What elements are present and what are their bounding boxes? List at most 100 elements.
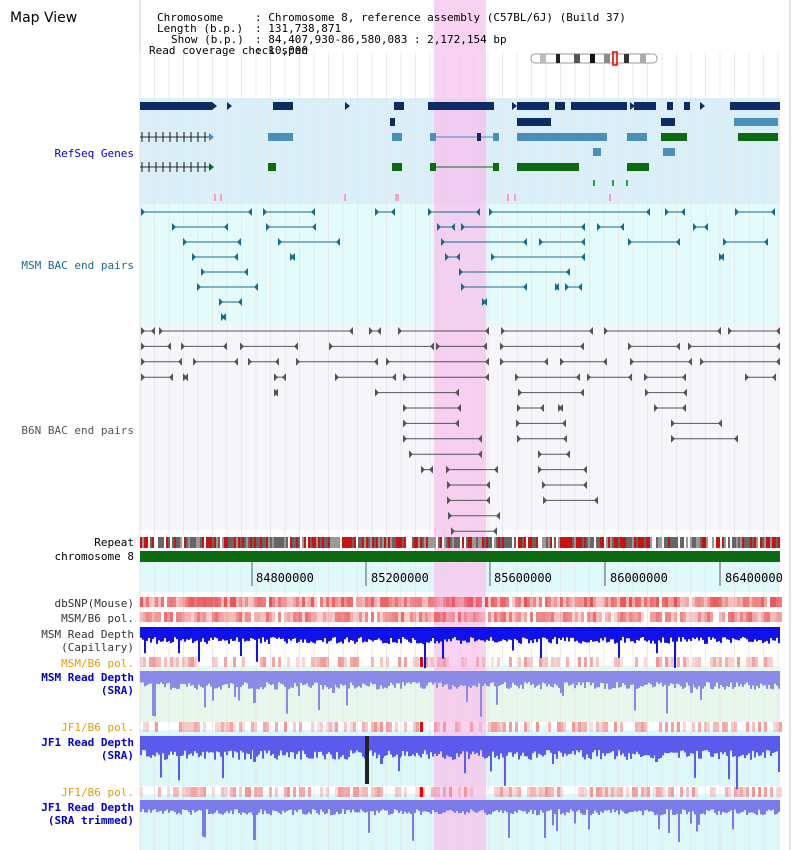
depth-bar (200, 800, 202, 811)
refseq-gene-features[interactable] (140, 102, 780, 201)
bac-end (681, 208, 685, 216)
depth-bar (522, 800, 524, 812)
depth-bar (398, 800, 400, 813)
depth-bar (514, 671, 516, 685)
depth-bar (536, 800, 538, 816)
repeat-element (710, 537, 712, 548)
snp-cell (476, 657, 479, 667)
gene-block (684, 102, 690, 110)
snp-cell (632, 787, 635, 797)
depth-bar (192, 800, 194, 811)
depth-bar (170, 736, 172, 752)
snp-cell (200, 612, 203, 622)
bac-end (151, 327, 155, 335)
snp-cell (353, 657, 356, 667)
depth-bar (256, 736, 258, 757)
depth-bar (720, 736, 722, 753)
snp-cell (608, 787, 611, 797)
b6n-bac-features[interactable] (141, 327, 780, 536)
depth-bar (464, 736, 466, 774)
track-label-refseq[interactable]: RefSeq Genes (54, 147, 134, 160)
repeat-element (436, 537, 438, 548)
depth-bar (668, 736, 670, 754)
track-label-msm-bac[interactable]: MSM BAC end pairs (21, 259, 134, 272)
depth-bar (660, 736, 662, 758)
bac-end (311, 208, 315, 216)
snp-cell (188, 612, 191, 622)
gene-block (392, 133, 402, 141)
depth-bar (154, 671, 156, 717)
snp-cell (713, 722, 716, 732)
bac-end (456, 253, 460, 261)
depth-bar (640, 736, 642, 757)
snp-cell (155, 612, 158, 622)
snp-cell (668, 612, 671, 622)
depth-bar (506, 627, 508, 642)
depth-bar (718, 627, 720, 641)
snp-cell (485, 597, 488, 607)
repeat-element (676, 537, 678, 548)
snp-cell (260, 612, 263, 622)
snp-cell (638, 722, 641, 732)
snp-cell (260, 597, 263, 607)
repeat-element (658, 537, 660, 548)
depth-bar (160, 800, 162, 811)
depth-bar (200, 627, 202, 642)
depth-bar (374, 627, 376, 640)
depth-bar (380, 627, 382, 641)
snp-cell (281, 597, 284, 607)
depth-bar (470, 736, 472, 755)
chromosome-ideogram[interactable] (530, 51, 658, 66)
depth-bar (192, 736, 194, 756)
repeat-element (488, 537, 490, 548)
snp-cell (191, 597, 194, 607)
ideogram-band (604, 54, 610, 63)
snp-cell (614, 657, 617, 667)
depth-bar (642, 671, 644, 687)
msm-bac-features[interactable] (141, 208, 775, 321)
repeat-element (286, 537, 288, 548)
variant-tick (593, 180, 595, 186)
depth-bar (550, 800, 552, 810)
depth-bar (524, 736, 526, 757)
depth-bar (472, 627, 474, 638)
depth-bar (348, 627, 350, 643)
depth-bar (774, 627, 776, 641)
depth-bar (540, 627, 542, 658)
selected-region-highlight[interactable] (434, 0, 486, 850)
depth-bar (316, 627, 318, 641)
repeat-element (622, 537, 624, 548)
depth-bar (624, 736, 626, 757)
repeat-element (150, 537, 152, 548)
depth-bar (588, 736, 590, 758)
snp-cell (353, 787, 356, 797)
depth-bar (310, 800, 312, 815)
bac-end (517, 434, 521, 443)
track-label-b6n-bac[interactable]: B6N BAC end pairs (21, 424, 134, 437)
depth-bar (604, 736, 606, 756)
snp-cell (779, 787, 782, 797)
depth-bar (200, 736, 202, 756)
repeat-element (446, 537, 448, 548)
depth-bar (226, 671, 228, 685)
depth-bar (760, 671, 762, 684)
repeat-element (456, 537, 458, 548)
repeat-element (452, 537, 454, 548)
snp-cell (596, 787, 599, 797)
snp-cell (503, 612, 506, 622)
depth-bar (460, 671, 462, 685)
depth-bar (384, 800, 386, 811)
depth-bar (556, 671, 558, 686)
gene-block (430, 133, 436, 141)
depth-bar (558, 627, 560, 639)
depth-bar (698, 627, 700, 641)
snp-cell (389, 612, 392, 622)
depth-bar (346, 671, 348, 706)
track-label-repeat: Repeat (94, 536, 134, 549)
coverage-value: : 10,000 (255, 44, 308, 57)
depth-bar (738, 800, 740, 814)
repeat-element (704, 537, 706, 548)
depth-bar (150, 736, 152, 758)
snp-cell (641, 787, 644, 797)
